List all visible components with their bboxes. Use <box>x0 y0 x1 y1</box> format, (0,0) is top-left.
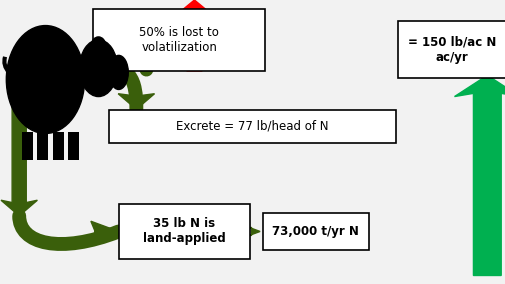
Ellipse shape <box>80 40 117 97</box>
Bar <box>22 132 33 160</box>
FancyArrow shape <box>176 0 213 71</box>
Ellipse shape <box>91 37 106 54</box>
FancyArrow shape <box>1 65 37 216</box>
Ellipse shape <box>109 55 128 89</box>
FancyArrow shape <box>128 54 165 70</box>
Bar <box>53 132 64 160</box>
Bar <box>37 132 48 160</box>
Ellipse shape <box>6 26 85 133</box>
Bar <box>68 132 79 160</box>
Text: Excrete = 77 lb/head of N: Excrete = 77 lb/head of N <box>176 120 329 133</box>
FancyBboxPatch shape <box>109 110 396 143</box>
FancyArrow shape <box>118 94 155 109</box>
FancyBboxPatch shape <box>398 21 505 78</box>
FancyBboxPatch shape <box>263 213 369 250</box>
FancyArrow shape <box>454 75 505 275</box>
Text: 35 lb N is
land-applied: 35 lb N is land-applied <box>143 218 226 245</box>
FancyBboxPatch shape <box>93 9 265 71</box>
FancyBboxPatch shape <box>119 204 250 259</box>
FancyArrow shape <box>232 221 260 242</box>
Text: 50% is lost to
volatilization: 50% is lost to volatilization <box>139 26 219 54</box>
Text: 73,000 t/yr N: 73,000 t/yr N <box>272 225 359 238</box>
FancyArrow shape <box>91 221 119 242</box>
Text: = 150 lb/ac N
ac/yr: = 150 lb/ac N ac/yr <box>408 36 496 64</box>
